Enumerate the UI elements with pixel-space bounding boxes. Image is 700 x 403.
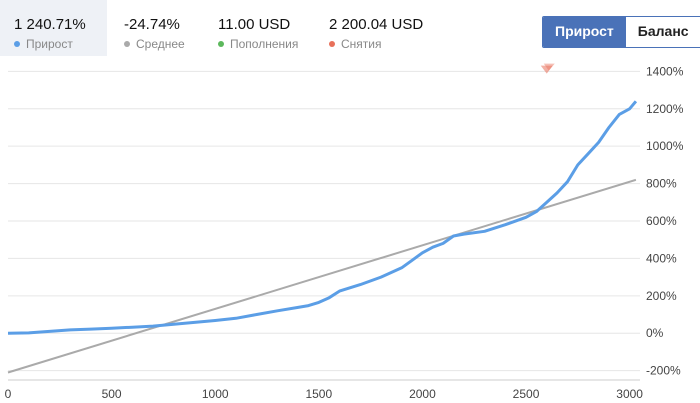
stat-withdrawals-label: Снятия: [341, 37, 382, 51]
x-tick-label: 1500: [305, 387, 332, 401]
stat-withdrawals[interactable]: 2 200.04 USD Снятия: [315, 0, 435, 56]
growth-line: [7, 100, 638, 335]
x-tick-label: 2500: [513, 387, 540, 401]
stat-average-label: Среднее: [136, 37, 185, 51]
stat-growth-value: 1 240.71%: [14, 16, 86, 33]
withdrawal-marker: [540, 65, 553, 74]
y-axis: -200% 0% 200% 400% 600% 800% 1000% 1200% 1400%: [646, 64, 684, 377]
chart-markers: [540, 63, 555, 74]
x-axis: 0 500 1000 1500 2000 2500 3000: [5, 379, 643, 401]
y-tick-label: 1000%: [646, 139, 684, 153]
x-tick-label: 500: [102, 387, 122, 401]
stat-growth-dot: [14, 40, 20, 47]
stat-growth-label: Прирост: [26, 37, 73, 51]
withdrawal-marker: [543, 63, 555, 71]
y-tick-label: -200%: [646, 364, 681, 378]
y-tick-label: 200%: [646, 289, 677, 303]
y-tick-label: 0%: [646, 326, 664, 340]
chart-series: [7, 100, 638, 374]
y-tick-label: 800%: [646, 177, 677, 191]
stat-deposits-label: Пополнения: [230, 37, 299, 51]
stat-average-dot: [124, 40, 130, 47]
x-tick-label: 1000: [202, 387, 229, 401]
stat-withdrawals-value: 2 200.04 USD: [329, 16, 424, 33]
toggle-balance-button[interactable]: Баланс: [625, 17, 700, 47]
x-tick-label: 3000: [616, 387, 643, 401]
y-tick-label: 1200%: [646, 102, 684, 116]
stat-deposits-value: 11.00 USD: [218, 16, 291, 33]
stat-deposits-dot: [218, 40, 224, 47]
y-tick-label: 1400%: [646, 64, 684, 78]
stat-withdrawals-dot: [329, 40, 335, 47]
x-tick-label: 0: [5, 387, 12, 401]
average-line: [7, 178, 637, 374]
stat-deposits[interactable]: 11.00 USD Пополнения: [204, 0, 314, 56]
y-tick-label: 600%: [646, 214, 677, 228]
chart-grid: [8, 70, 640, 372]
toggle-growth-button[interactable]: Прирост: [543, 17, 626, 47]
stat-average[interactable]: -24.74% Среднее: [110, 0, 210, 56]
y-tick-label: 400%: [646, 251, 677, 265]
stat-growth[interactable]: 1 240.71% Прирост: [0, 0, 107, 56]
x-tick-label: 2000: [409, 387, 436, 401]
stat-average-value: -24.74%: [124, 16, 180, 33]
chart-mode-toggle: Прирост Баланс: [542, 16, 700, 48]
